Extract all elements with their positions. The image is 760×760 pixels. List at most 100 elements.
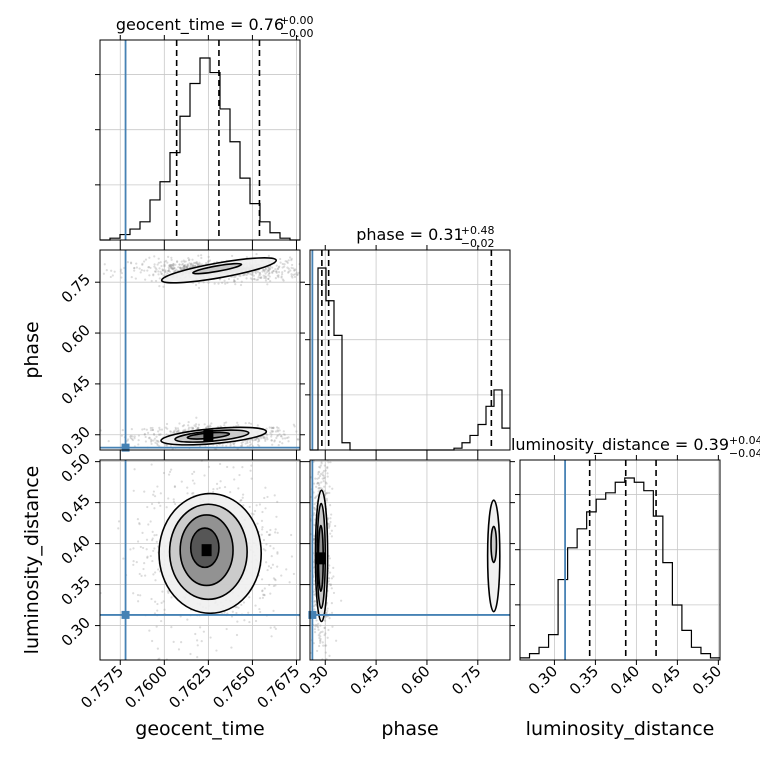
scatter-point — [194, 261, 197, 265]
scatter-point — [189, 652, 192, 656]
scatter-point — [328, 522, 331, 526]
scatter-point — [290, 266, 293, 269]
scatter-point — [257, 437, 260, 441]
scatter-point — [153, 265, 156, 268]
scatter-point — [323, 626, 326, 629]
scatter-point — [325, 492, 328, 495]
scatter-point — [202, 630, 205, 633]
scatter-point — [328, 485, 331, 488]
scatter-point — [197, 263, 200, 266]
scatter-point — [321, 477, 324, 480]
scatter-point — [325, 497, 328, 500]
scatter-point — [252, 277, 256, 280]
scatter-point — [215, 444, 219, 447]
scatter-point — [213, 690, 215, 692]
scatter-point — [181, 266, 184, 270]
scatter-point — [313, 600, 316, 603]
scatter-point — [223, 611, 226, 614]
scatter-point — [152, 274, 155, 277]
scatter-point — [129, 435, 132, 438]
scatter-point — [156, 442, 159, 445]
scatter-point — [276, 429, 279, 432]
scatter-point — [248, 505, 251, 509]
scatter-point — [313, 508, 317, 511]
scatter-point — [170, 266, 173, 269]
scatter-point — [174, 263, 177, 266]
scatter-point — [169, 267, 172, 270]
scatter-point — [262, 538, 266, 542]
scatter-point — [280, 574, 283, 577]
scatter-point — [188, 262, 191, 265]
scatter-point — [276, 435, 279, 438]
scatter-point — [331, 625, 334, 628]
scatter-point — [150, 463, 153, 466]
scatter-point — [194, 261, 198, 264]
scatter-point — [192, 491, 195, 495]
scatter-point — [280, 276, 283, 279]
scatter-point — [149, 429, 153, 432]
injection-marker-phase-luminosity_distance — [308, 610, 317, 619]
scatter-point — [177, 430, 180, 433]
scatter-point — [135, 266, 139, 269]
scatter-point — [241, 274, 245, 277]
scatter-point — [138, 267, 141, 270]
scatter-point — [159, 270, 162, 273]
scatter-point — [325, 446, 327, 448]
scatter-point — [301, 265, 303, 267]
scatter-point — [163, 264, 166, 267]
scatter-point — [170, 258, 173, 261]
scatter-point — [169, 263, 173, 267]
scatter-point — [326, 491, 329, 494]
scatter-point — [268, 272, 271, 275]
scatter-point — [154, 279, 158, 283]
xlabel-geocent_time: geocent_time — [135, 718, 264, 740]
scatter-point — [174, 269, 177, 273]
scatter-point — [154, 600, 157, 603]
title-luminosity_distance: luminosity_distance = 0.39 — [511, 435, 729, 455]
scatter-point — [162, 600, 165, 603]
scatter-point — [158, 433, 161, 436]
scatter-point — [186, 263, 189, 266]
scatter-point — [186, 265, 189, 268]
scatter-point — [152, 273, 155, 276]
xtick-label-phase: 0.75 — [448, 662, 484, 698]
scatter-point — [215, 482, 219, 485]
scatter-point — [290, 273, 293, 276]
scatter-point — [265, 427, 268, 430]
scatter-point — [176, 429, 180, 432]
scatter-point — [162, 471, 166, 475]
scatter-point — [131, 435, 134, 438]
scatter-point — [248, 596, 251, 599]
scatter-point — [126, 261, 130, 264]
scatter-point — [258, 444, 261, 448]
scatter-point — [147, 431, 150, 434]
scatter-point — [323, 633, 326, 637]
scatter-point — [152, 549, 155, 553]
scatter-point — [330, 529, 333, 532]
scatter-point — [254, 438, 257, 441]
scatter-point — [317, 634, 320, 637]
scatter-point — [182, 259, 185, 262]
scatter-point — [132, 453, 134, 455]
scatter-point — [241, 441, 245, 444]
scatter-point — [279, 257, 282, 261]
scatter-point — [157, 501, 161, 504]
scatter-point — [280, 275, 283, 278]
scatter-point — [270, 439, 273, 442]
scatter-point — [242, 273, 246, 277]
scatter-point — [320, 462, 323, 465]
scatter-point — [157, 430, 160, 433]
scatter-point — [326, 465, 329, 469]
scatter-point — [245, 277, 248, 280]
scatter-point — [321, 446, 323, 448]
scatter-point — [313, 523, 316, 526]
scatter-point — [197, 426, 200, 429]
scatter-point — [317, 473, 320, 476]
scatter-point — [147, 437, 151, 440]
scatter-point — [172, 431, 176, 434]
scatter-point — [267, 269, 270, 273]
scatter-point — [269, 544, 272, 548]
scatter-point — [232, 442, 235, 445]
scatter-point — [302, 273, 304, 275]
scatter-point — [162, 274, 165, 277]
